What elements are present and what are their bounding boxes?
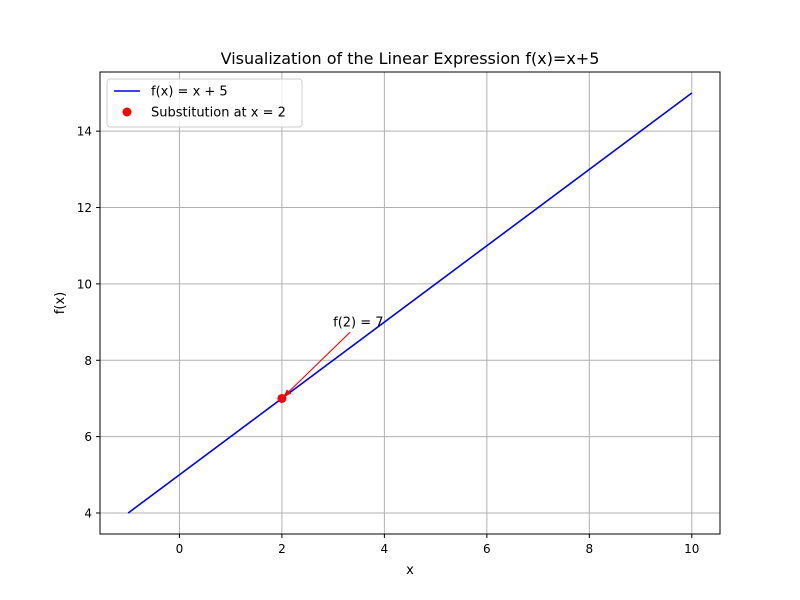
- legend-label: f(x) = x + 5: [151, 85, 228, 100]
- series-line: [127, 92, 693, 514]
- annotation-arrowhead: [283, 389, 292, 398]
- y-tick-label: 10: [77, 277, 92, 291]
- grid: [100, 72, 720, 534]
- legend-label: Substitution at x = 2: [151, 106, 286, 121]
- y-tick-label: 6: [84, 430, 92, 444]
- x-tick-label: 2: [278, 542, 286, 556]
- y-axis: 4 6 8 10 12 14: [77, 125, 100, 521]
- x-axis: 0 2 4 6 8 10: [176, 534, 699, 556]
- x-axis-label: x: [406, 563, 414, 578]
- x-tick-label: 4: [381, 542, 389, 556]
- x-tick-label: 10: [684, 542, 699, 556]
- x-tick-label: 8: [586, 542, 594, 556]
- annotation-label: f(2) = 7: [333, 316, 383, 331]
- annotation-arrow: [282, 331, 351, 398]
- x-tick-label: 0: [176, 542, 184, 556]
- plot-area: f(2) = 7: [99, 71, 721, 535]
- y-tick-label: 8: [84, 354, 92, 368]
- y-tick-label: 4: [84, 507, 92, 521]
- y-axis-label: f(x): [53, 292, 68, 314]
- annotation-layer: f(2) = 7: [282, 316, 384, 398]
- legend-box: [106, 78, 303, 128]
- chart-title: Visualization of the Linear Expression f…: [221, 49, 600, 68]
- y-tick-label: 12: [77, 201, 92, 215]
- legend-marker-swatch: [122, 107, 132, 117]
- legend: f(x) = x + 5 Substitution at x = 2: [106, 78, 303, 128]
- plot-frame: [99, 71, 721, 535]
- x-tick-label: 6: [483, 542, 491, 556]
- y-tick-label: 14: [77, 125, 92, 139]
